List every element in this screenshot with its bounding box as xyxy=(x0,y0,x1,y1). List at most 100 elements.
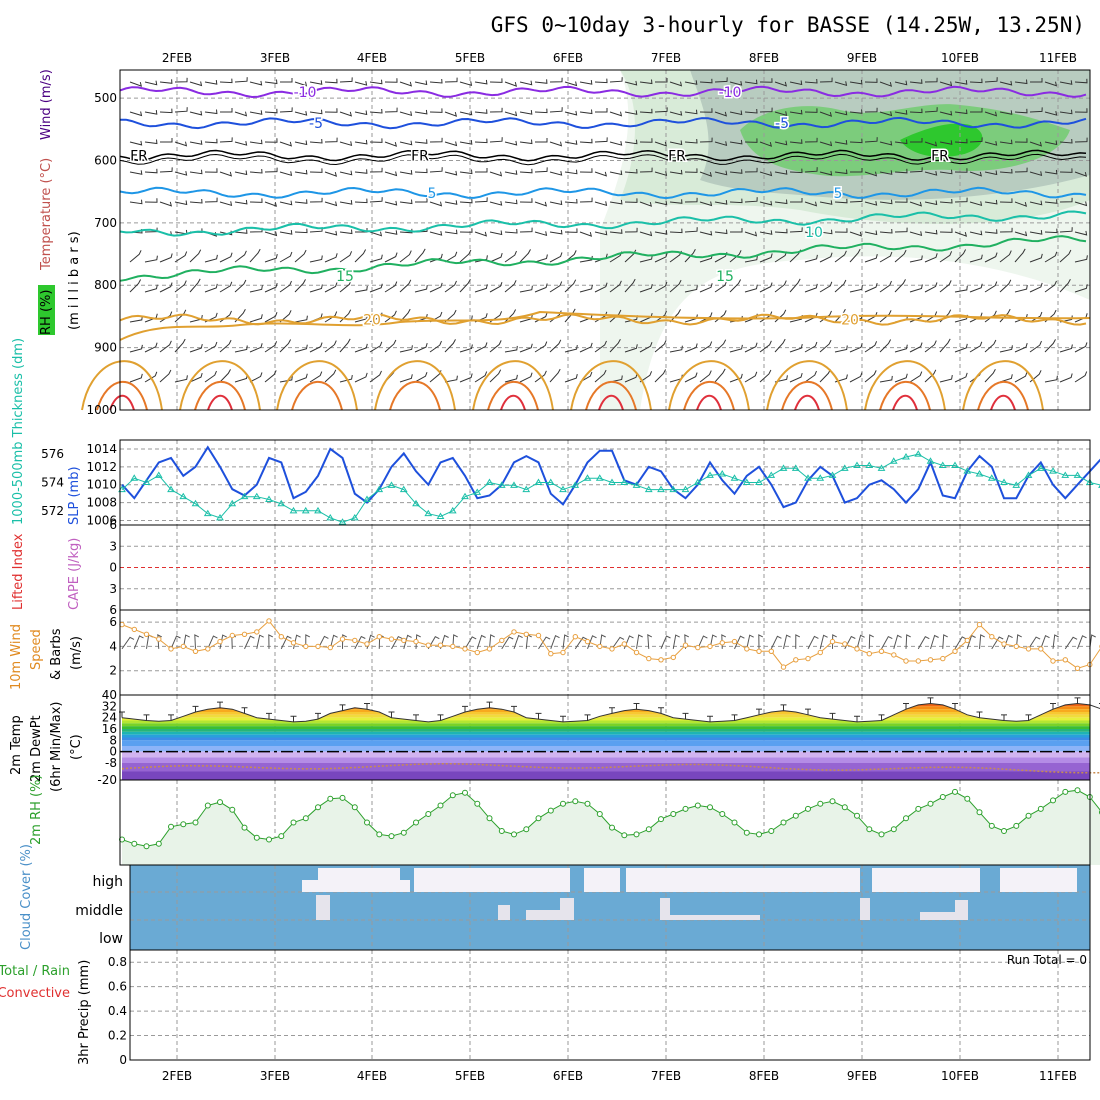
thickness-point xyxy=(412,499,420,507)
wind-barb xyxy=(444,309,457,323)
wind-speed-point xyxy=(241,631,248,637)
wind-barb xyxy=(279,141,293,147)
precip-tick: 0.2 xyxy=(108,1029,127,1043)
wind-barb xyxy=(534,108,548,114)
wind-barb xyxy=(879,81,893,87)
wind-barb xyxy=(369,341,383,353)
wind-barb xyxy=(414,248,426,263)
wind-barb xyxy=(564,198,578,204)
wind-barb xyxy=(504,280,517,293)
precip-tick: 0 xyxy=(119,1053,127,1067)
wind-barb xyxy=(819,77,833,83)
wind-barb xyxy=(489,171,503,177)
wind-barb xyxy=(909,231,923,237)
wind-barb xyxy=(444,229,458,235)
wind-barb xyxy=(324,369,337,383)
wind-barb xyxy=(984,170,998,176)
wind-speed-point xyxy=(842,641,848,647)
wind-barb xyxy=(504,374,518,383)
wind-barb xyxy=(1059,373,1073,383)
temp-band xyxy=(122,731,1090,735)
wind-speed-point xyxy=(940,655,946,662)
wind-barb xyxy=(279,107,293,113)
cloud-high xyxy=(872,868,980,892)
wind-barb xyxy=(774,81,788,87)
wind-barb xyxy=(459,169,473,175)
wind-barb xyxy=(339,111,353,117)
wind-barb xyxy=(264,108,278,114)
wind10m-label-1: 10m Wind xyxy=(9,624,24,690)
wind-speed-point xyxy=(989,634,995,640)
temp-band xyxy=(122,720,1090,724)
thickness-point xyxy=(632,481,641,488)
wind-barb xyxy=(804,341,818,353)
wind-speed-point xyxy=(1025,646,1032,652)
wind-barb xyxy=(684,248,696,263)
wind-barb xyxy=(1074,78,1088,84)
cape-label: CAPE (J/kg) xyxy=(67,538,82,610)
temp-minmax xyxy=(535,712,542,720)
wind-barb xyxy=(504,199,518,205)
wind-barb xyxy=(579,255,593,263)
wind-speed-point xyxy=(168,646,174,652)
wind-barb xyxy=(309,138,323,144)
temp-minmax xyxy=(658,707,664,714)
wind-barb xyxy=(864,201,878,206)
wind-barb xyxy=(639,79,653,85)
wind-barb xyxy=(429,340,442,353)
wind-barb xyxy=(174,280,187,293)
wind-barb xyxy=(1014,231,1028,237)
thickness-point xyxy=(853,461,861,468)
wind-barb xyxy=(174,107,188,113)
wind-barb xyxy=(489,230,503,236)
wind-barb xyxy=(654,171,668,177)
temp-bands xyxy=(122,703,1090,780)
wind-speed-point xyxy=(584,638,591,645)
wind-barb xyxy=(384,171,398,177)
wind-barb-10m xyxy=(550,635,560,650)
rh-point xyxy=(768,828,775,834)
wind-barb-10m xyxy=(194,634,200,649)
low-level-isotherm xyxy=(374,360,456,411)
wind-barb xyxy=(474,138,488,144)
wind-barb xyxy=(789,139,803,144)
wind-barb xyxy=(894,198,908,203)
wind-barb-10m xyxy=(157,634,163,649)
wind-speed-point xyxy=(903,658,909,664)
temp-minmax xyxy=(168,714,174,721)
wind-speed-point xyxy=(854,646,860,652)
wind-barb xyxy=(519,343,533,353)
wind-barb xyxy=(339,338,351,353)
wind-barb xyxy=(759,311,773,323)
thickness-point xyxy=(1036,464,1045,471)
date-label-top: 8FEB xyxy=(749,51,779,65)
wind-barb xyxy=(294,279,306,293)
date-label-bottom: 9FEB xyxy=(847,1069,877,1083)
cloud-high xyxy=(400,880,410,892)
wind-barb xyxy=(489,282,503,293)
wind-barb xyxy=(414,109,428,115)
wind-label: Wind (m/s) xyxy=(39,69,54,140)
wind-barb xyxy=(129,140,143,146)
wind-barb xyxy=(219,369,231,383)
wind-barb xyxy=(504,345,518,353)
dewpoint-series xyxy=(121,763,1100,774)
wind-barb xyxy=(654,369,667,383)
wind-barb xyxy=(204,80,218,85)
wind-barb xyxy=(384,252,398,263)
wind-barb xyxy=(399,279,412,293)
rh-shade-90 xyxy=(900,123,983,157)
wind-barb xyxy=(399,199,413,205)
wind-barb xyxy=(609,280,622,293)
temp-minmax xyxy=(1025,714,1032,721)
wind-barb xyxy=(429,78,443,84)
wind-barb xyxy=(234,229,248,234)
isotherm-line xyxy=(119,85,1087,99)
rh-point xyxy=(1001,828,1007,834)
rh-point xyxy=(805,805,811,812)
thickness-point xyxy=(767,471,776,478)
wind-barb-10m xyxy=(219,634,227,649)
wind-barb xyxy=(699,201,713,207)
wind-barb xyxy=(549,339,562,353)
wind-speed-point xyxy=(192,648,199,654)
